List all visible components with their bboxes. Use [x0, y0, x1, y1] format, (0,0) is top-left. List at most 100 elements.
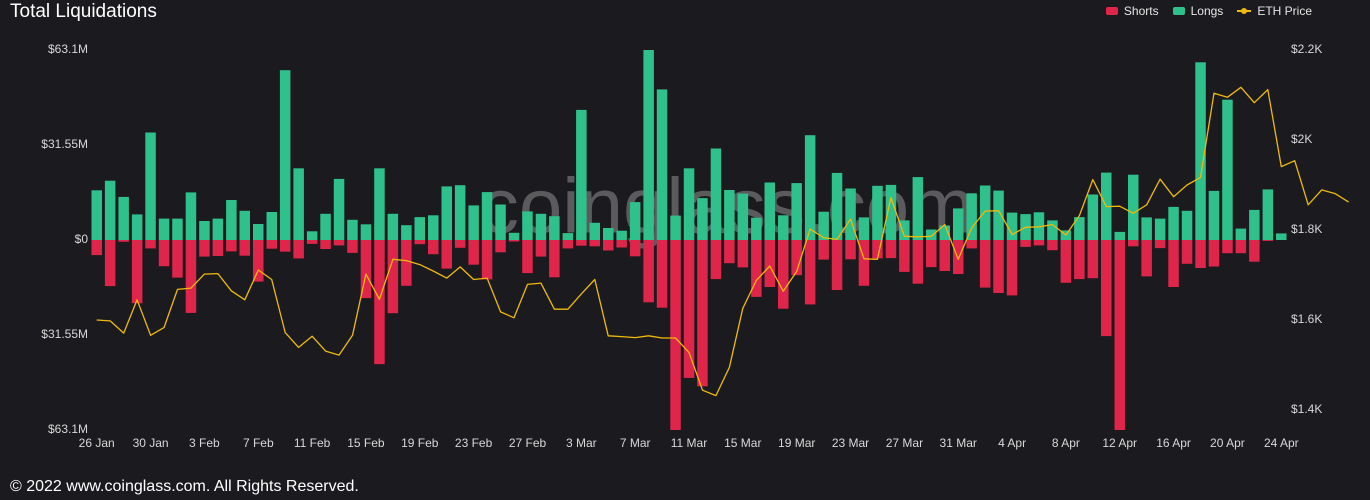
long-bar: [253, 224, 264, 240]
x-axis-label: 23 Feb: [455, 436, 493, 450]
long-bar: [926, 229, 937, 240]
long-bar: [979, 185, 991, 240]
long-bar: [158, 218, 170, 240]
x-axis-label: 30 Jan: [133, 436, 169, 450]
right-axis-label: $1.8K: [1291, 222, 1322, 236]
long-bar: [683, 168, 695, 240]
x-axis-label: 23 Mar: [832, 436, 869, 450]
long-bar: [454, 185, 466, 240]
short-bar: [1154, 240, 1166, 249]
short-bar: [549, 240, 560, 278]
x-axis-label: 7 Feb: [243, 436, 274, 450]
short-bar: [603, 240, 614, 251]
short-bar: [441, 240, 452, 269]
long-bar: [145, 132, 156, 240]
long-bar: [1047, 220, 1058, 240]
short-bar: [643, 240, 654, 303]
legend-item-longs[interactable]: Longs: [1172, 4, 1223, 18]
long-bar: [656, 89, 668, 241]
long-bar: [629, 202, 641, 240]
long-bar: [226, 200, 237, 240]
long-bar: [495, 204, 506, 240]
longs-bars: [91, 50, 1287, 241]
long-bar: [1074, 217, 1085, 240]
short-bar: [131, 240, 143, 304]
long-bar: [239, 210, 250, 240]
long-bar: [885, 184, 897, 240]
short-bar: [1033, 240, 1045, 246]
short-bar: [401, 240, 412, 286]
long-bar: [91, 190, 102, 240]
long-bar: [374, 168, 385, 240]
x-axis-label: 27 Mar: [886, 436, 923, 450]
short-bar: [535, 240, 547, 257]
chart-title: Total Liquidations: [10, 1, 157, 22]
short-bar: [979, 240, 991, 288]
x-axis-label: 4 Apr: [998, 436, 1026, 450]
longs-swatch: [1172, 7, 1185, 15]
long-bar: [1208, 190, 1220, 240]
short-bar: [1222, 240, 1233, 254]
short-bar: [481, 240, 493, 280]
short-bar: [333, 240, 345, 246]
x-axis-label: 24 Apr: [1264, 436, 1299, 450]
long-bar: [212, 218, 224, 240]
right-axis-label: $2K: [1291, 132, 1312, 146]
short-bar: [1208, 240, 1220, 267]
long-bar: [643, 50, 654, 240]
long-bar: [1276, 233, 1287, 240]
short-bar: [306, 240, 318, 244]
long-bar: [764, 182, 775, 240]
short-bar: [1262, 240, 1274, 241]
short-bar: [199, 240, 210, 257]
legend-label-shorts: Shorts: [1123, 4, 1159, 18]
long-bar: [1262, 189, 1274, 240]
short-bar: [172, 240, 183, 278]
short-bar: [387, 240, 399, 314]
x-axis-label: 11 Feb: [294, 436, 331, 450]
short-bar: [778, 240, 789, 309]
legend-item-shorts[interactable]: Shorts: [1105, 4, 1159, 18]
long-bar: [428, 215, 439, 240]
x-axis-label: 15 Feb: [347, 436, 385, 450]
short-bar: [616, 240, 627, 248]
short-bar: [414, 240, 425, 245]
long-bar: [858, 217, 870, 240]
right-axis-label: $2.2K: [1291, 42, 1322, 56]
long-bar: [953, 208, 964, 240]
short-bar: [1114, 240, 1125, 430]
long-bar: [737, 193, 749, 240]
short-bar: [454, 240, 466, 248]
long-bar: [899, 220, 910, 240]
long-bar: [818, 211, 829, 240]
short-bar: [939, 240, 950, 271]
long-bar: [508, 232, 520, 240]
short-bar: [495, 240, 506, 253]
shorts-bars: [91, 240, 1274, 430]
short-bar: [118, 240, 129, 242]
long-bar: [1006, 212, 1018, 240]
short-bar: [1128, 240, 1139, 247]
long-bar: [481, 192, 493, 240]
left-axis-label: $0: [75, 232, 89, 246]
copyright-footer: © 2022 www.coinglass.com. All Rights Res…: [10, 478, 359, 495]
x-axis-label: 11 Mar: [671, 436, 707, 450]
long-bar: [562, 233, 574, 240]
short-bar: [1101, 240, 1112, 337]
long-bar: [1141, 217, 1152, 240]
short-bar: [899, 240, 910, 272]
long-bar: [966, 193, 977, 240]
long-bar: [710, 148, 722, 240]
short-bar: [562, 240, 574, 249]
short-bar: [508, 240, 520, 242]
short-bar: [858, 240, 870, 286]
long-bar: [401, 225, 412, 240]
short-bar: [360, 240, 372, 299]
x-axis-label: 3 Feb: [189, 436, 220, 450]
right-axis: $2.2K $2K $1.8K $1.6K $1.4K: [1291, 42, 1322, 416]
legend-item-eth-price[interactable]: ETH Price: [1237, 4, 1312, 18]
short-bar: [1047, 240, 1058, 251]
short-bar: [158, 240, 170, 267]
right-axis-label: $1.4K: [1291, 402, 1322, 416]
long-bar: [576, 109, 587, 241]
